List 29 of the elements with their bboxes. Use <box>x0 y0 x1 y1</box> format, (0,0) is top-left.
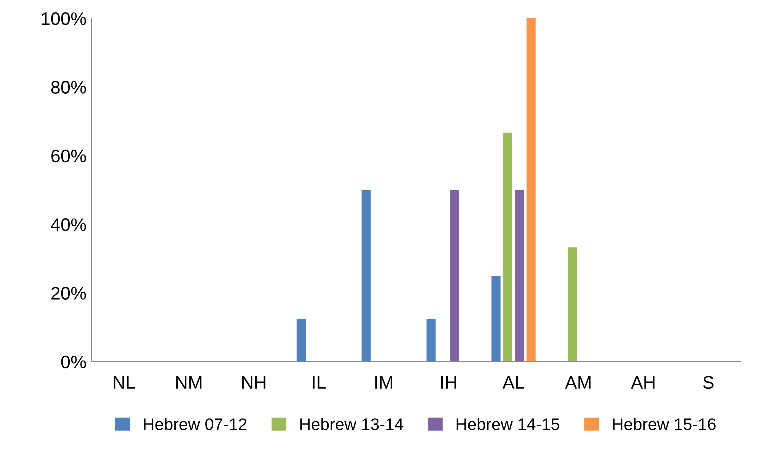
bar <box>426 319 436 362</box>
x-tick-label: AH <box>631 376 655 389</box>
bar <box>568 248 578 362</box>
x-tick-label: S <box>703 376 714 390</box>
y-tick-label: 60% <box>52 150 86 163</box>
y-tick-label: 0% <box>61 356 86 369</box>
legend-label: Hebrew 13-14 <box>300 418 404 430</box>
bar <box>503 132 512 362</box>
legend-label: Hebrew 15-16 <box>613 418 716 430</box>
x-tick-label: AM <box>565 376 591 389</box>
bar <box>450 190 460 362</box>
bar <box>515 190 524 362</box>
bar <box>296 319 306 362</box>
bar <box>492 276 501 362</box>
legend-label: Hebrew 14-15 <box>456 418 560 430</box>
x-tick-label: AL <box>502 376 524 389</box>
y-tick-label: 20% <box>52 287 86 300</box>
x-tick-label: NH <box>242 376 266 389</box>
x-tick-label: NL <box>114 376 136 389</box>
y-tick-label: 40% <box>51 218 86 232</box>
x-tick-label: IL <box>313 376 326 389</box>
bar <box>526 18 536 362</box>
x-tick-label: IM <box>376 376 392 389</box>
y-tick-label: 80% <box>51 81 86 94</box>
x-tick-label: IH <box>441 376 456 389</box>
x-tick-label: NM <box>176 376 202 389</box>
legend-label: Hebrew 07-12 <box>144 418 247 430</box>
y-tick-label: 100% <box>42 12 86 26</box>
bar <box>362 190 371 362</box>
